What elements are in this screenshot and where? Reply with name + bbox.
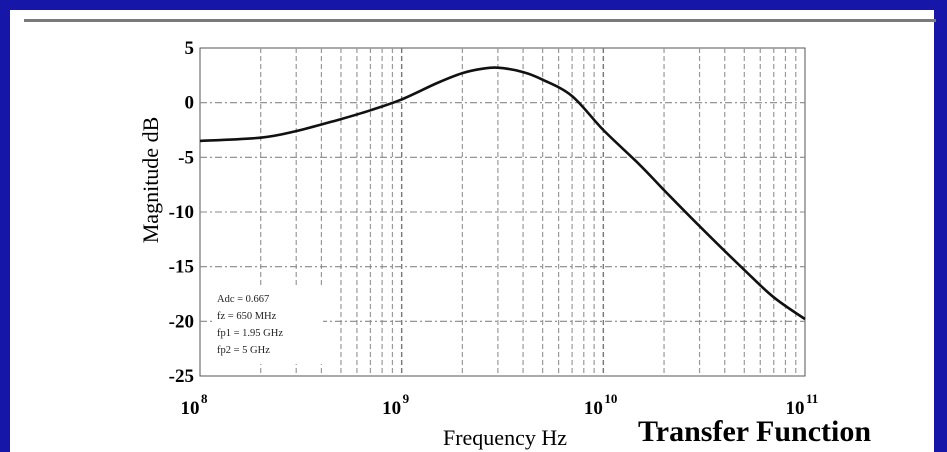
x-tick-label: 10 [584,398,603,419]
x-tick-labels: 10 8 10 9 10 10 10 11 [181,391,819,419]
annotation-text: fp2 = 5 GHz [217,345,270,356]
annotation-box [213,288,323,364]
x-tick-label: 10 [181,398,200,419]
y-tick-label: -10 [169,202,194,223]
grid [200,48,805,376]
x-axis-label: Frequency Hz [443,425,567,450]
y-axis-label: Magnitude dB [138,117,163,244]
y-tick-label: 5 [185,38,195,59]
y-tick-label: -5 [178,147,194,168]
x-tick-label: 10 [786,398,805,419]
slide-caption: Transfer Function [638,415,872,448]
parameter-annotation: Adc = 0.667 fz = 650 MHz fp1 = 1.95 GHz fp2… [213,288,323,364]
y-tick-label: -25 [169,366,194,387]
x-tick-exponent: 10 [604,391,617,406]
y-tick-label: -15 [169,257,194,278]
x-tick-exponent: 9 [403,391,410,406]
x-tick-label: 10 [382,398,401,419]
y-tick-label: 0 [185,93,195,114]
annotation-text: Adc = 0.667 [217,294,269,305]
y-tick-labels: 5 0 -5 -10 -15 -20 -25 [169,38,194,387]
top-divider [24,19,936,22]
annotation-text: fz = 650 MHz [217,311,277,322]
y-tick-label: -20 [169,311,194,332]
x-tick-exponent: 11 [806,391,818,406]
x-tick-exponent: 8 [201,391,208,406]
series-line-magnitude [199,66,806,321]
annotation-text: fp1 = 1.95 GHz [217,328,283,339]
